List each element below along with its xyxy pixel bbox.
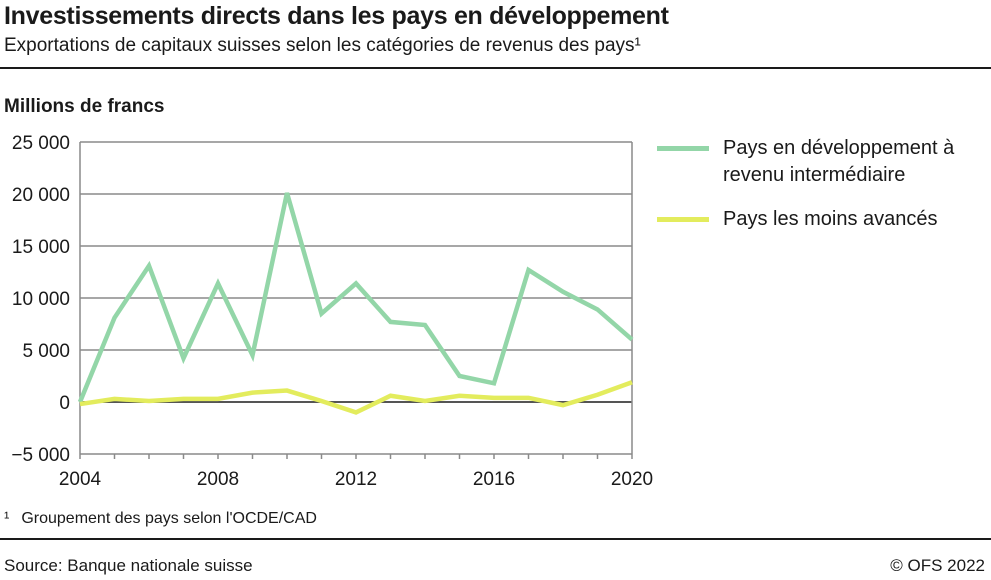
legend-item-middle-income: Pays en développement à revenu intermédia… xyxy=(657,135,954,189)
series-line-1 xyxy=(79,380,633,415)
header-divider xyxy=(0,67,991,69)
legend-item-least-developed: Pays les moins avancés xyxy=(657,206,938,233)
line-chart: 25 000 20 000 15 000 10 000 5 000 0 −5 000 2004… xyxy=(11,133,653,490)
y-tick-label: 10 000 xyxy=(12,289,70,310)
y-tick-label: 5 000 xyxy=(22,341,70,362)
source: Source: Banque nationale suisse xyxy=(4,556,253,575)
y-tick-label: 25 000 xyxy=(12,133,70,154)
legend-label: revenu intermédiaire xyxy=(723,164,906,186)
y-tick-label: 0 xyxy=(59,393,70,414)
footnote-text: Groupement des pays selon l'OCDE/CAD xyxy=(21,510,317,527)
y-tick-label: −5 000 xyxy=(11,445,70,466)
legend-swatch xyxy=(657,217,709,222)
copyright: © OFS 2022 xyxy=(890,556,985,575)
x-tick-label: 2012 xyxy=(335,469,377,490)
y-tick-label: 15 000 xyxy=(12,237,70,258)
legend-swatch xyxy=(657,146,709,151)
footnote-marker: ¹ xyxy=(4,510,10,527)
legend-label: Pays les moins avancés xyxy=(723,208,938,230)
x-tick-label: 2016 xyxy=(473,469,515,490)
x-tick-label: 2008 xyxy=(197,469,239,490)
chart-subtitle: Exportations de capitaux suisses selon l… xyxy=(4,35,641,56)
y-tick-label: 20 000 xyxy=(12,185,70,206)
chart-title: Investissements directs dans les pays en… xyxy=(4,2,669,30)
x-tick-label: 2020 xyxy=(611,469,653,490)
legend-label: Pays en développement à xyxy=(723,137,955,159)
x-tick-label: 2004 xyxy=(59,469,102,490)
footer-divider xyxy=(0,538,991,540)
y-axis-label: Millions de francs xyxy=(4,96,165,117)
footnote: ¹ Groupement des pays selon l'OCDE/CAD xyxy=(4,510,317,528)
